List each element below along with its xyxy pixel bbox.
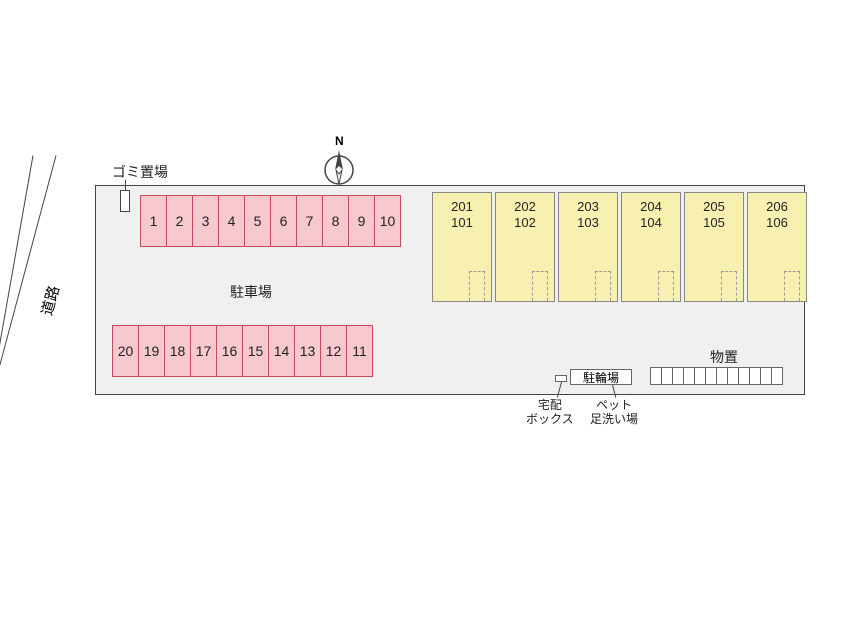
- unit-bottom: 103: [577, 215, 599, 231]
- site-plan-canvas: 道路 N ゴミ置場 1 2 3 4 5 6 7 8 9 10 駐車場 20 19…: [0, 0, 846, 634]
- parking-14: 14: [268, 325, 295, 377]
- unit-201-101: 201 101: [432, 192, 492, 302]
- unit-top: 204: [640, 199, 662, 215]
- unit-204-104: 204 104: [621, 192, 681, 302]
- parking-19: 19: [138, 325, 165, 377]
- trash-leader: [125, 180, 126, 190]
- entry-step: [532, 271, 548, 301]
- entry-step: [658, 271, 674, 301]
- storage-row: [650, 367, 783, 385]
- parking-7: 7: [296, 195, 323, 247]
- unit-205-105: 205 105: [684, 192, 744, 302]
- bike-parking-label: 駐輪場: [583, 369, 619, 386]
- unit-202-102: 202 102: [495, 192, 555, 302]
- entry-step: [784, 271, 800, 301]
- parking-10: 10: [374, 195, 401, 247]
- unit-top: 205: [703, 199, 725, 215]
- parking-17: 17: [190, 325, 217, 377]
- unit-206-106: 206 106: [747, 192, 807, 302]
- entry-step: [595, 271, 611, 301]
- unit-bottom: 106: [766, 215, 788, 231]
- parking-4: 4: [218, 195, 245, 247]
- unit-bottom: 101: [451, 215, 473, 231]
- trash-box: [120, 190, 130, 212]
- parking-1: 1: [140, 195, 167, 247]
- pet-wash-label: ペット 足洗い場: [590, 398, 638, 427]
- storage-label: 物置: [710, 347, 738, 367]
- parking-5: 5: [244, 195, 271, 247]
- unit-bottom: 105: [703, 215, 725, 231]
- compass-n-label: N: [335, 134, 344, 148]
- unit-bottom: 104: [640, 215, 662, 231]
- parking-12: 12: [320, 325, 347, 377]
- parking-11: 11: [346, 325, 373, 377]
- unit-top: 206: [766, 199, 788, 215]
- bike-parking-box: 駐輪場: [570, 369, 632, 385]
- storage-cell: [771, 367, 783, 385]
- building-units: 201 101 202 102 203 103 204 104 205 105 …: [432, 192, 807, 302]
- parking-15: 15: [242, 325, 269, 377]
- parking-18: 18: [164, 325, 191, 377]
- parking-3: 3: [192, 195, 219, 247]
- parking-row-top: 1 2 3 4 5 6 7 8 9 10: [140, 195, 401, 247]
- delivery-box-label: 宅配 ボックス: [526, 398, 574, 427]
- parking-8: 8: [322, 195, 349, 247]
- parking-row-bottom: 20 19 18 17 16 15 14 13 12 11: [112, 325, 373, 377]
- parking-16: 16: [216, 325, 243, 377]
- unit-top: 202: [514, 199, 536, 215]
- parking-area-label: 駐車場: [230, 282, 272, 302]
- unit-top: 203: [577, 199, 599, 215]
- parking-2: 2: [166, 195, 193, 247]
- parking-9: 9: [348, 195, 375, 247]
- unit-bottom: 102: [514, 215, 536, 231]
- entry-step: [721, 271, 737, 301]
- road-label: 道路: [36, 283, 64, 317]
- trash-label: ゴミ置場: [112, 162, 168, 182]
- unit-203-103: 203 103: [558, 192, 618, 302]
- unit-top: 201: [451, 199, 473, 215]
- parking-6: 6: [270, 195, 297, 247]
- parking-20: 20: [112, 325, 139, 377]
- parking-13: 13: [294, 325, 321, 377]
- entry-step: [469, 271, 485, 301]
